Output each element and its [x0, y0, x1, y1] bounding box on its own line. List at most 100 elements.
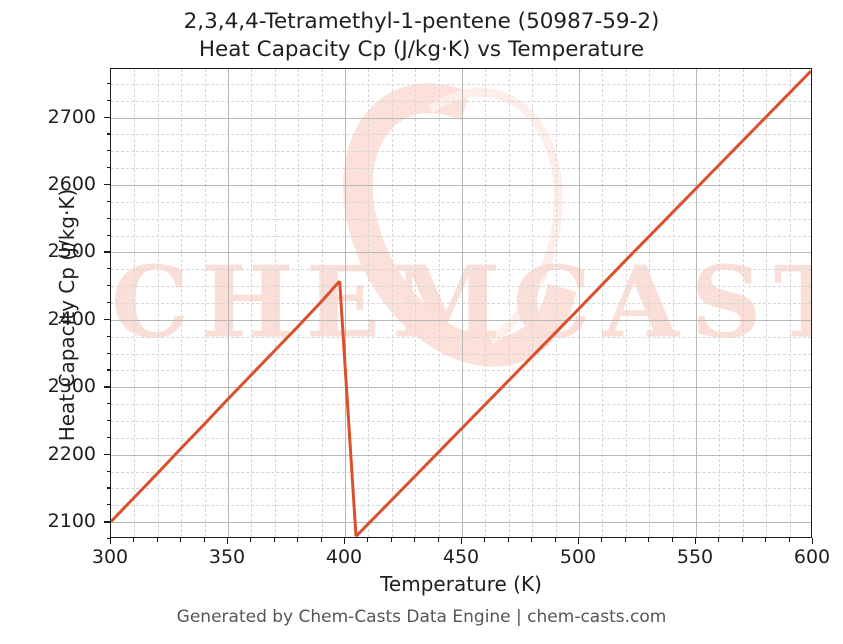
gridline-y-major: [111, 522, 811, 524]
data-series-phase-transition-drop: [338, 281, 358, 537]
gridline-y-minor: [111, 83, 811, 85]
data-series-liquid-phase-branch: [111, 280, 341, 523]
x-axis-tick-minor: [250, 538, 252, 542]
x-axis-tick-minor: [203, 538, 205, 542]
gridline-y-minor: [111, 235, 811, 237]
gridline-x-major: [345, 69, 346, 537]
x-axis-tick-label: 300: [91, 546, 129, 568]
y-axis-tick-major: [104, 183, 110, 186]
x-axis-tick-minor: [554, 538, 556, 542]
gridline-y-major: [111, 252, 811, 254]
y-axis-tick-major: [104, 251, 110, 253]
plot-area: CHEMCASTS: [110, 68, 812, 538]
y-axis-tick-minor: [106, 234, 110, 236]
y-axis-tick-minor: [106, 285, 110, 287]
x-axis-tick-minor: [624, 538, 626, 542]
x-axis-tick-label: 600: [793, 546, 831, 568]
y-axis-tick-label: 2200: [47, 442, 96, 465]
gridline-y-minor: [111, 100, 811, 102]
y-axis-tick-minor: [106, 133, 110, 135]
y-axis-tick-label: 2400: [47, 307, 96, 330]
gridline-x-major: [462, 69, 463, 537]
x-axis-tick-minor: [741, 538, 743, 542]
y-axis-tick-label: 2700: [47, 105, 96, 128]
gridline-y-minor: [111, 505, 811, 507]
x-axis-tick-major: [227, 538, 229, 544]
gridline-y-minor: [111, 151, 811, 153]
gridline-y-minor: [111, 471, 811, 473]
x-axis-tick-label: 400: [325, 546, 363, 568]
gridline-y-minor: [111, 404, 811, 406]
x-axis-title: Temperature (K): [380, 572, 542, 596]
y-axis-tick-minor: [106, 352, 110, 354]
y-axis-tick-minor: [106, 82, 110, 84]
y-axis-tick-label: 2100: [47, 510, 96, 533]
data-layer: [111, 69, 811, 537]
x-axis-tick-minor: [133, 538, 135, 542]
gridline-y-minor: [111, 302, 811, 304]
x-axis-tick-major: [578, 538, 580, 544]
gridline-y-minor: [111, 286, 811, 288]
y-axis-tick-major: [104, 386, 110, 388]
gridline-y-minor: [111, 353, 811, 355]
grid-layer: [111, 69, 811, 537]
x-axis-tick-label: 500: [559, 546, 597, 568]
y-axis-tick-major: [104, 318, 110, 321]
y-axis-tick-label: 2600: [47, 172, 96, 195]
x-axis-tick-minor: [273, 538, 275, 542]
x-axis-tick-minor: [648, 538, 650, 542]
gridline-y-minor: [111, 420, 811, 422]
y-axis-tick-minor: [106, 504, 110, 506]
gridline-y-major: [111, 319, 811, 321]
x-axis-tick-minor: [156, 538, 158, 542]
y-axis-title: Heat Capacity Cp (J/kg·K): [55, 188, 79, 442]
y-axis-tick-minor: [106, 217, 110, 219]
gridline-y-minor: [111, 488, 811, 490]
gridline-y-minor: [111, 437, 811, 439]
gridline-y-major: [111, 387, 811, 389]
x-axis-tick-minor: [765, 538, 767, 542]
gridline-x-major: [579, 69, 580, 537]
gridline-x-major: [228, 69, 229, 537]
x-axis-tick-label: 550: [676, 546, 714, 568]
x-axis-tick-minor: [367, 538, 369, 542]
gridline-y-minor: [111, 201, 811, 203]
y-axis-tick-minor: [106, 419, 110, 422]
gridline-y-minor: [111, 336, 811, 338]
x-axis-tick-major: [344, 538, 346, 544]
y-axis-tick-major: [104, 453, 110, 456]
y-axis-tick-minor: [106, 369, 110, 371]
x-axis-tick-label: 450: [442, 546, 480, 568]
y-axis-tick-minor: [106, 150, 110, 152]
x-axis-tick-major: [110, 538, 112, 544]
x-axis-tick-minor: [414, 538, 416, 542]
x-axis-tick-minor: [297, 538, 299, 542]
y-axis-tick-minor: [106, 436, 110, 438]
y-axis-tick-minor: [106, 99, 110, 101]
x-axis-tick-minor: [180, 538, 182, 542]
y-axis-tick-label: 2500: [47, 240, 96, 263]
y-axis-tick-minor: [106, 335, 110, 337]
chart-subtitle: Heat Capacity Cp (J/kg·K) vs Temperature: [198, 37, 645, 62]
gridline-x-major: [696, 69, 697, 537]
x-axis-tick-minor: [601, 538, 603, 542]
x-axis-tick-minor: [507, 538, 509, 542]
y-axis-tick-label: 2300: [47, 375, 96, 398]
footer-credit: Generated by Chem-Casts Data Engine | ch…: [176, 607, 667, 627]
gridline-y-major: [111, 184, 811, 186]
y-axis-tick-minor: [106, 268, 110, 270]
x-axis-tick-minor: [788, 538, 790, 542]
gridline-y-minor: [111, 269, 811, 271]
x-axis-tick-minor: [718, 538, 720, 542]
x-axis-tick-major: [461, 538, 463, 544]
x-axis-tick-label: 350: [208, 546, 246, 568]
x-axis-tick-minor: [531, 538, 533, 542]
x-axis-tick-minor: [320, 538, 322, 542]
x-axis-tick-minor: [484, 538, 486, 542]
x-axis-tick-minor: [390, 538, 392, 542]
gridline-y-major: [111, 117, 811, 119]
gridline-y-major: [111, 454, 811, 456]
data-series-gas-phase-branch: [354, 69, 811, 537]
gridline-y-minor: [111, 370, 811, 372]
